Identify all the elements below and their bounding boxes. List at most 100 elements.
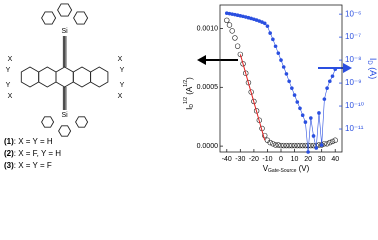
ring: [55, 66, 74, 88]
atom-label: X: [8, 56, 13, 63]
data-point: [317, 111, 321, 115]
data-point: [295, 100, 300, 104]
atom-label: Y: [120, 82, 125, 89]
compound-number: (3): [4, 161, 14, 170]
y2-tick-label: 10⁻¹¹: [345, 124, 364, 133]
data-point: [252, 17, 256, 22]
x-tick-label: 40: [331, 156, 339, 163]
y2-tick-label: 10⁻⁹: [345, 78, 362, 87]
atom-label: Y: [6, 82, 11, 89]
data-point: [232, 35, 238, 41]
data-point: [309, 116, 313, 120]
cyclohexyl: [75, 116, 89, 128]
plot-frame: [219, 4, 343, 153]
data-point: [305, 142, 311, 149]
data-point: [319, 143, 324, 147]
atom-label: Y: [120, 67, 125, 74]
compound-number: (2): [4, 149, 14, 158]
compound-label: (1): X = Y = H: [4, 137, 53, 146]
data-point: [300, 113, 305, 117]
arrow-right-head: [343, 63, 352, 73]
data-point: [240, 61, 246, 67]
data-point: [276, 51, 281, 55]
x-axis-label-part: V: [263, 164, 269, 173]
y-tick-label: 0.0000: [197, 143, 219, 150]
data-point: [292, 93, 297, 97]
data-point: [303, 120, 308, 124]
y-axis-label-part: (A: [185, 86, 194, 97]
data-point: [227, 11, 232, 16]
y-tick-label: 0.0010: [197, 25, 219, 32]
data-point: [290, 86, 294, 90]
x-tick-label: -40: [222, 156, 232, 163]
y-axis-label-part: ): [185, 77, 194, 80]
data-point: [279, 58, 283, 62]
x-axis-label-part: Gate-Source: [268, 168, 297, 174]
data-point: [241, 14, 245, 19]
data-point: [249, 16, 253, 21]
y-tick-label: 0.0005: [197, 84, 219, 91]
cyclohexyl: [73, 11, 89, 25]
data-point: [297, 142, 303, 149]
y-axis-label-part: D: [189, 104, 195, 108]
data-point: [299, 142, 306, 149]
y2-tick-label: 10⁻⁶: [345, 9, 361, 18]
compound-text: : X = Y = H: [14, 137, 53, 146]
data-point: [275, 142, 281, 148]
y2-axis-label-part: D: [366, 60, 372, 65]
data-point: [243, 70, 249, 76]
y2-axis-label: ID (A): [366, 58, 377, 79]
ring: [20, 66, 40, 88]
data-point: [283, 142, 290, 149]
data-point: [267, 139, 273, 146]
series-line: [226, 12, 336, 153]
data-point: [291, 142, 298, 149]
data-point: [324, 141, 330, 147]
data-point: [289, 142, 295, 149]
x-tick-label: -30: [235, 156, 245, 163]
x-tick-label: 30: [318, 156, 326, 163]
atom-label: Si: [62, 28, 69, 35]
data-point: [257, 19, 262, 23]
y-axis-label-part: 1/2: [183, 97, 189, 104]
data-point: [246, 15, 251, 20]
y-axis-label-part: I: [185, 108, 194, 110]
data-point: [327, 139, 333, 146]
data-point: [235, 13, 240, 17]
data-point: [265, 24, 270, 28]
data-point: [294, 142, 300, 149]
compound-number: (1): [4, 137, 14, 146]
data-point: [262, 21, 267, 26]
data-point: [308, 142, 314, 149]
y2-axis-label-part: I: [368, 58, 378, 61]
data-point: [254, 18, 259, 22]
y2-tick-label: 10⁻¹⁰: [345, 101, 364, 110]
data-point: [284, 72, 289, 76]
compound-text: : X = Y = F: [14, 161, 52, 170]
data-point: [332, 137, 338, 143]
cyclohexyl: [41, 11, 57, 25]
compound-label: (3): X = Y = F: [4, 161, 52, 170]
data-point: [248, 89, 254, 95]
data-point: [229, 28, 235, 34]
data-point: [325, 86, 329, 90]
atom-label: Y: [6, 67, 11, 74]
data-point: [270, 141, 276, 147]
data-point: [237, 51, 244, 58]
ring: [72, 66, 92, 88]
compound-label: (2): X = F, Y = H: [4, 149, 61, 158]
data-point: [238, 13, 243, 18]
data-point: [271, 37, 275, 42]
data-point: [224, 17, 230, 23]
cyclohexyl: [58, 125, 72, 137]
atom-label: X: [8, 93, 13, 100]
data-point: [233, 12, 237, 17]
data-point: [245, 79, 252, 86]
data-point: [224, 11, 229, 15]
atom-label: Si: [62, 112, 69, 119]
data-point: [306, 150, 310, 154]
arrow-left-head: [197, 55, 206, 65]
fit-line: [239, 54, 266, 141]
